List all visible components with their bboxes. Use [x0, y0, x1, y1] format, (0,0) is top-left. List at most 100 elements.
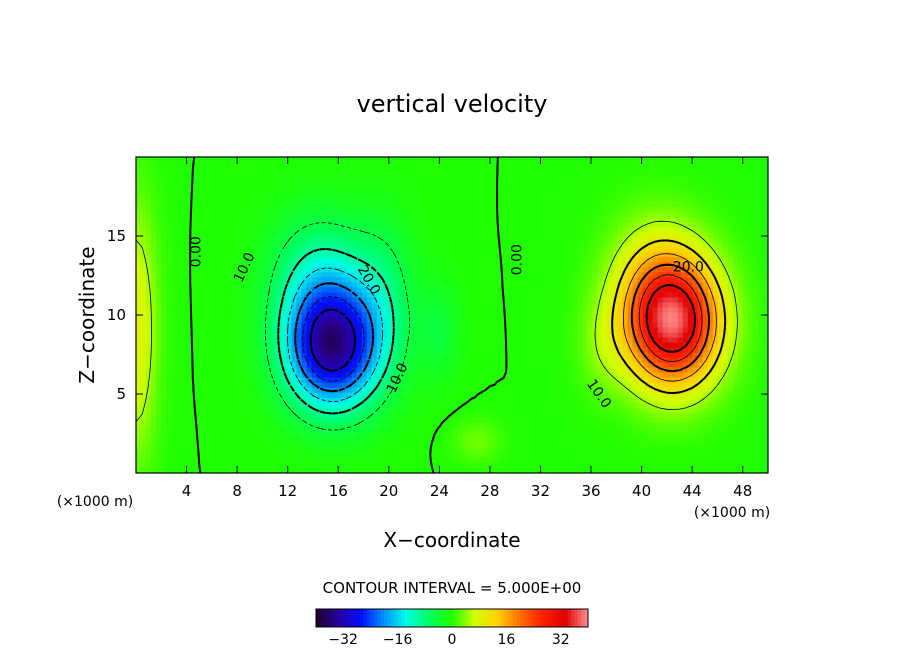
heatmap-cell: [171, 307, 177, 314]
heatmap-cell: [702, 312, 709, 319]
heatmap-cell: [532, 282, 538, 289]
heatmap-cell: [532, 247, 538, 253]
heatmap-cell: [186, 222, 192, 228]
heatmap-cell: [336, 187, 343, 193]
heatmap-cell: [281, 307, 288, 314]
heatmap-cell: [697, 327, 704, 334]
heatmap-cell: [226, 167, 232, 173]
heatmap-cell: [161, 352, 167, 359]
heatmap-cell: [697, 347, 704, 354]
heatmap-cell: [577, 252, 584, 258]
heatmap-cell: [276, 262, 283, 268]
heatmap-cell: [341, 302, 348, 309]
heatmap-cell: [416, 312, 423, 319]
heatmap-cell: [311, 202, 318, 208]
heatmap-cell: [271, 207, 278, 213]
heatmap-cell: [692, 272, 699, 278]
heatmap-cell: [301, 327, 308, 334]
heatmap-cell: [467, 287, 473, 294]
heatmap-cell: [757, 257, 764, 263]
heatmap-cell: [206, 222, 212, 228]
heatmap-cell: [637, 297, 644, 304]
heatmap-cell: [497, 287, 503, 294]
heatmap-cell: [316, 187, 323, 193]
heatmap-cell: [747, 332, 754, 339]
heatmap-cell: [336, 192, 343, 198]
heatmap-cell: [612, 257, 619, 263]
heatmap-cell: [176, 277, 182, 283]
heatmap-cell: [366, 277, 373, 283]
heatmap-cell: [567, 307, 573, 314]
heatmap-cell: [612, 332, 619, 339]
heatmap-cell: [336, 242, 343, 248]
heatmap-cell: [171, 272, 177, 278]
heatmap-cell: [532, 192, 538, 198]
heatmap-cell: [752, 212, 759, 218]
heatmap-cell: [517, 312, 523, 319]
heatmap-cell: [381, 192, 388, 198]
heatmap-cell: [737, 347, 744, 354]
heatmap-cell: [161, 332, 167, 339]
heatmap-cell: [441, 277, 448, 283]
heatmap-cell: [221, 277, 227, 283]
heatmap-cell: [657, 332, 664, 339]
heatmap-cell: [462, 277, 468, 283]
heatmap-cell: [426, 167, 433, 173]
heatmap-cell: [396, 207, 403, 213]
heatmap-cell: [737, 292, 744, 299]
heatmap-cell: [336, 272, 343, 278]
heatmap-cell: [507, 167, 513, 173]
heatmap-cell: [532, 167, 538, 173]
heatmap-cell: [371, 162, 378, 168]
heatmap-cell: [537, 182, 543, 188]
heatmap-cell: [732, 302, 739, 309]
heatmap-cell: [727, 312, 734, 319]
heatmap-cell: [452, 287, 458, 294]
heatmap-cell: [396, 277, 403, 283]
heatmap-cell: [582, 312, 589, 319]
heatmap-cell: [592, 307, 599, 314]
heatmap-cell: [597, 187, 604, 193]
heatmap-cell: [426, 317, 433, 324]
heatmap-cell: [727, 177, 734, 183]
heatmap-cell: [677, 187, 684, 193]
heatmap-cell: [441, 337, 448, 344]
heatmap-cell: [441, 237, 448, 243]
heatmap-cell: [717, 192, 724, 198]
heatmap-cell: [276, 282, 283, 289]
heatmap-cell: [426, 327, 433, 334]
heatmap-cell: [512, 287, 518, 294]
heatmap-cell: [537, 252, 543, 258]
heatmap-cell: [446, 257, 453, 263]
heatmap-cell: [236, 277, 242, 283]
heatmap-cell: [707, 307, 714, 314]
heatmap-cell: [391, 277, 398, 283]
heatmap-cell: [467, 337, 473, 344]
heatmap-cell: [737, 212, 744, 218]
heatmap-cell: [522, 192, 528, 198]
heatmap-cell: [356, 307, 363, 314]
heatmap-cell: [411, 197, 418, 203]
heatmap-cell: [482, 237, 488, 243]
heatmap-cell: [462, 177, 468, 183]
heatmap-cell: [236, 262, 242, 268]
heatmap-cell: [702, 222, 709, 228]
heatmap-cell: [547, 262, 553, 268]
heatmap-cell: [436, 312, 443, 319]
heatmap-cell: [657, 257, 664, 263]
heatmap-cell: [356, 262, 363, 268]
heatmap-cell: [547, 167, 553, 173]
heatmap-cell: [141, 162, 147, 168]
heatmap-cell: [582, 297, 589, 304]
heatmap-cell: [522, 162, 528, 168]
heatmap-cell: [201, 287, 207, 294]
heatmap-cell: [161, 257, 167, 263]
heatmap-cell: [467, 202, 473, 208]
heatmap-cell: [462, 207, 468, 213]
heatmap-cell: [722, 212, 729, 218]
heatmap-cell: [572, 332, 578, 339]
heatmap-cell: [487, 207, 493, 213]
heatmap-cell: [512, 202, 518, 208]
heatmap-cell: [742, 192, 749, 198]
heatmap-cell: [727, 162, 734, 168]
